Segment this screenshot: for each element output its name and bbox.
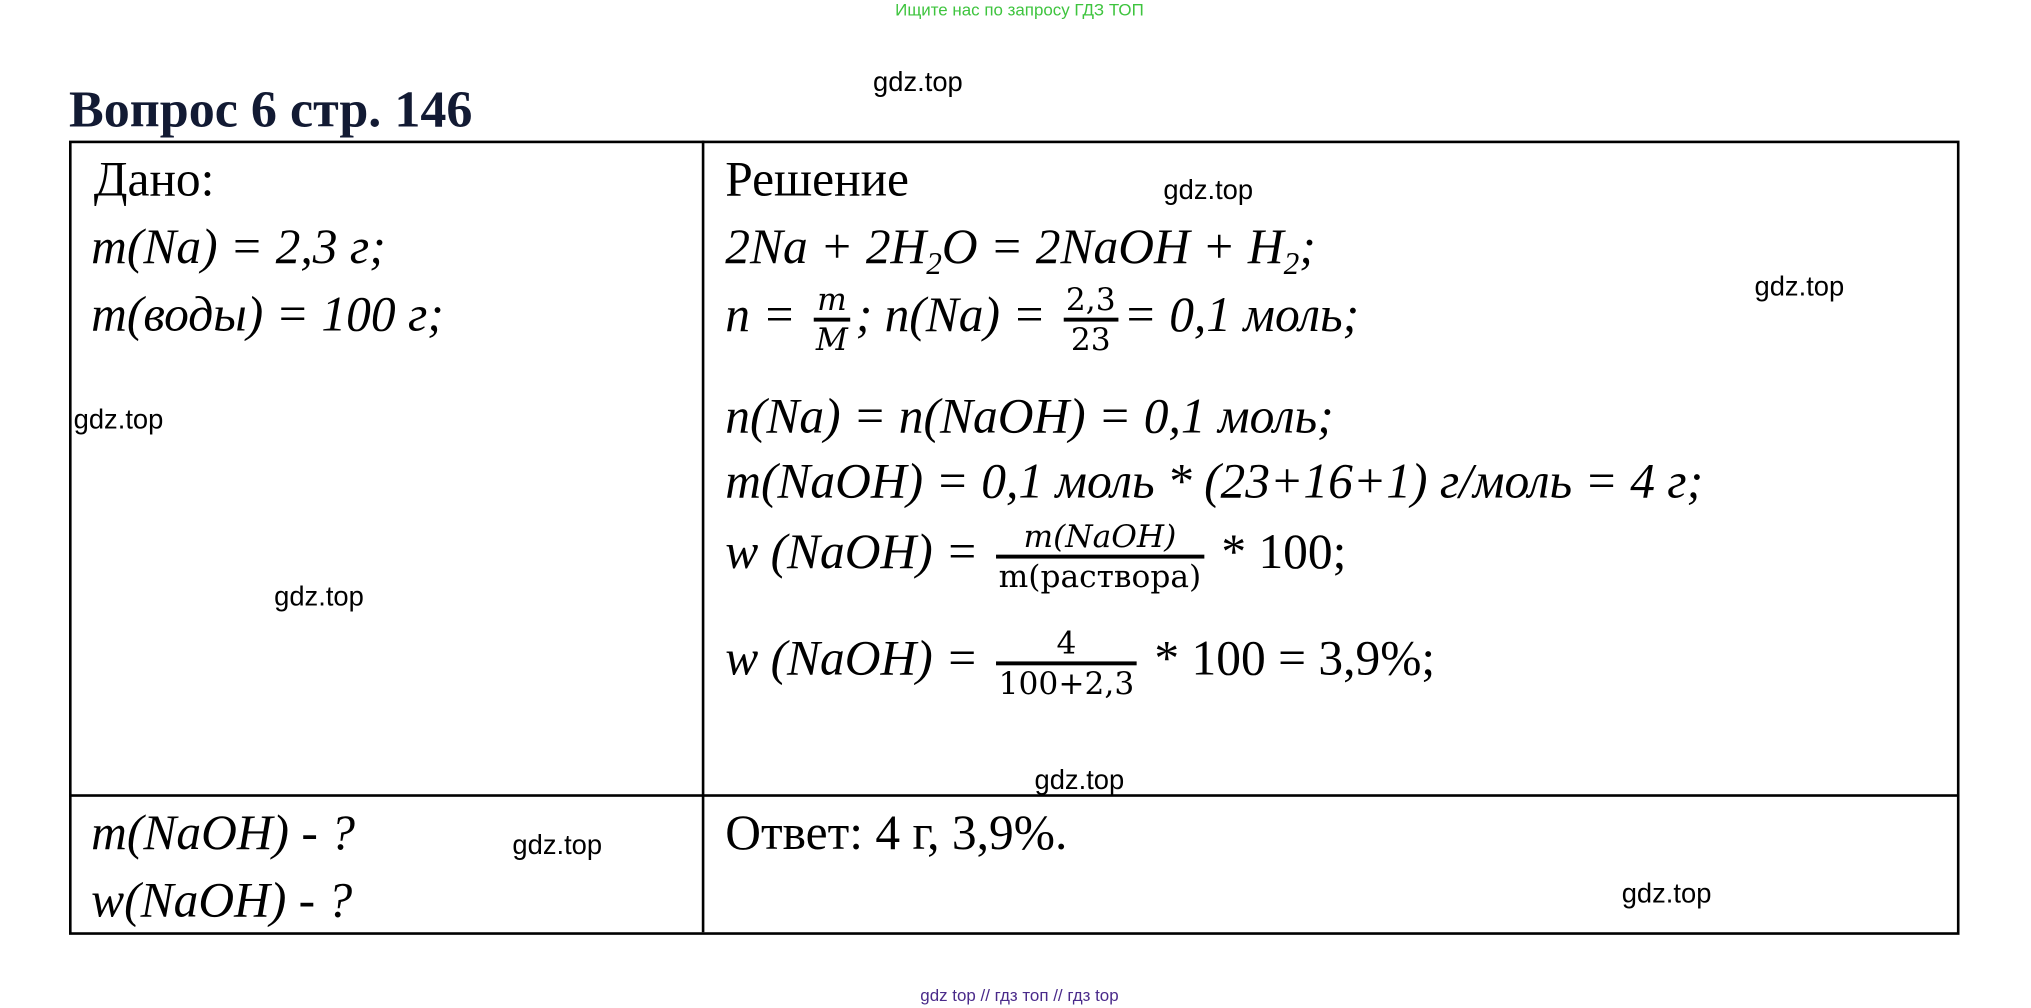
- numerator: m: [817, 281, 847, 318]
- given-line: m(Na) = 2,3 г;: [91, 220, 386, 275]
- top-banner[interactable]: Ищите нас по запросу ГДЗ ТОП: [895, 0, 1144, 20]
- denominator: m(раствора): [998, 558, 1202, 596]
- reaction-part: O = 2NaOH + H: [941, 220, 1284, 275]
- subscript: 2: [1283, 248, 1300, 283]
- watermark: gdz.top: [73, 404, 164, 435]
- reaction-part: 2Na + 2H: [725, 220, 927, 275]
- reaction-equation: 2Na + 2H2O = 2NaOH + H2;: [725, 219, 1315, 284]
- watermark: gdz.top: [1163, 175, 1254, 206]
- text: w (NaOH) =: [725, 524, 991, 580]
- fraction-bar: [1063, 317, 1119, 322]
- solution-line: n(Na) = n(NaOH) = 0,1 моль;: [725, 389, 1334, 444]
- moles-formula: n = m M; n(Na) = 2,3 23 = 0,1 моль;: [725, 281, 1359, 358]
- watermark: gdz.top: [1034, 765, 1125, 796]
- watermark: gdz.top: [274, 581, 364, 612]
- text: = 0,1 моль;: [1123, 288, 1360, 343]
- row-divider: [69, 794, 1960, 797]
- given-line: m(воды) = 100 г;: [91, 287, 444, 343]
- fraction-bar: [996, 661, 1137, 666]
- solution-table: [69, 140, 1960, 935]
- watermark: gdz.top: [512, 830, 603, 861]
- fraction-bar: [996, 554, 1204, 559]
- find-line: m(NaOH) - ?: [91, 805, 355, 861]
- text: w (NaOH) =: [725, 631, 991, 687]
- page-title: Вопрос 6 стр. 146: [69, 79, 473, 139]
- footer-links[interactable]: gdz top // гдз топ // гдз top: [920, 985, 1119, 1006]
- solution-header: Решение: [725, 152, 910, 208]
- text: * 100 = 3,9%;: [1142, 631, 1436, 687]
- denominator: 23: [1070, 321, 1111, 359]
- numerator: m(NaOH): [1023, 518, 1177, 555]
- mass-fraction-formula: w (NaOH) = m(NaOH) m(раствора) * 100;: [725, 518, 1346, 595]
- column-divider: [701, 140, 705, 933]
- solution-line: m(NaOH) = 0,1 моль * (23+16+1) г/моль = …: [725, 454, 1704, 510]
- watermark: gdz.top: [1621, 878, 1712, 909]
- text: * 100;: [1208, 524, 1347, 580]
- text: ; n(Na) =: [855, 288, 1059, 343]
- fraction-bar: [813, 317, 851, 322]
- subscript: 2: [926, 248, 942, 283]
- mass-fraction-result: w (NaOH) = 4 100+2,3 * 100 = 3,9%;: [725, 625, 1435, 702]
- find-line: w(NaOH) - ?: [91, 873, 353, 929]
- text: n =: [725, 288, 809, 343]
- numerator: 2,3: [1065, 281, 1116, 318]
- watermark: gdz.top: [873, 67, 963, 98]
- denominator: M: [815, 321, 848, 359]
- watermark: gdz.top: [1754, 272, 1845, 303]
- reaction-part: ;: [1299, 220, 1316, 275]
- given-header: Дано:: [93, 152, 215, 208]
- answer: Ответ: 4 г, 3,9%.: [725, 805, 1068, 861]
- numerator: 4: [1056, 624, 1077, 662]
- denominator: 100+2,3: [998, 665, 1135, 702]
